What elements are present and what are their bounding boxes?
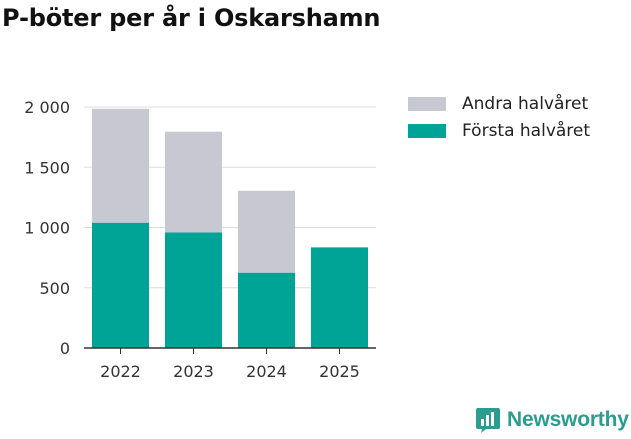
x-tick-label: 2025 bbox=[319, 362, 360, 381]
legend-label-forsta: Första halvåret bbox=[462, 120, 591, 141]
legend-item-andra: Andra halvåret bbox=[408, 90, 590, 117]
legend-item-forsta: Första halvåret bbox=[408, 117, 590, 144]
y-tick-label: 0 bbox=[60, 339, 70, 358]
bar-forsta-halvaret bbox=[165, 232, 222, 348]
bar-andra-halvaret bbox=[238, 190, 295, 273]
legend-label-andra: Andra halvåret bbox=[462, 93, 589, 114]
bar-andra-halvaret bbox=[165, 131, 222, 233]
chart-title: P-böter per år i Oskarshamn bbox=[2, 4, 381, 32]
legend-swatch-forsta bbox=[408, 123, 446, 138]
newsworthy-chart-icon bbox=[476, 408, 500, 433]
brand-name: Newsworthy bbox=[507, 408, 629, 431]
bars bbox=[92, 108, 368, 348]
y-tick-label: 2 000 bbox=[24, 98, 70, 117]
bar-andra-halvaret bbox=[92, 108, 149, 223]
y-tick-label: 1 000 bbox=[24, 219, 70, 238]
brand-logo: Newsworthy bbox=[475, 406, 629, 434]
x-tick-label: 2023 bbox=[173, 362, 214, 381]
y-tick-label: 1 500 bbox=[24, 158, 70, 177]
x-axis-ticks: 2022 2023 2024 2025 bbox=[100, 348, 360, 381]
y-tick-label: 500 bbox=[39, 279, 70, 298]
legend-swatch-andra bbox=[408, 96, 446, 111]
bar-forsta-halvaret bbox=[92, 222, 149, 348]
x-tick-label: 2024 bbox=[246, 362, 287, 381]
legend: Andra halvåret Första halvåret bbox=[408, 90, 590, 144]
bar-forsta-halvaret bbox=[238, 272, 295, 348]
y-axis-ticks: 0 500 1 000 1 500 2 000 bbox=[24, 98, 70, 358]
x-tick-label: 2022 bbox=[100, 362, 141, 381]
bar-forsta-halvaret bbox=[311, 247, 368, 348]
